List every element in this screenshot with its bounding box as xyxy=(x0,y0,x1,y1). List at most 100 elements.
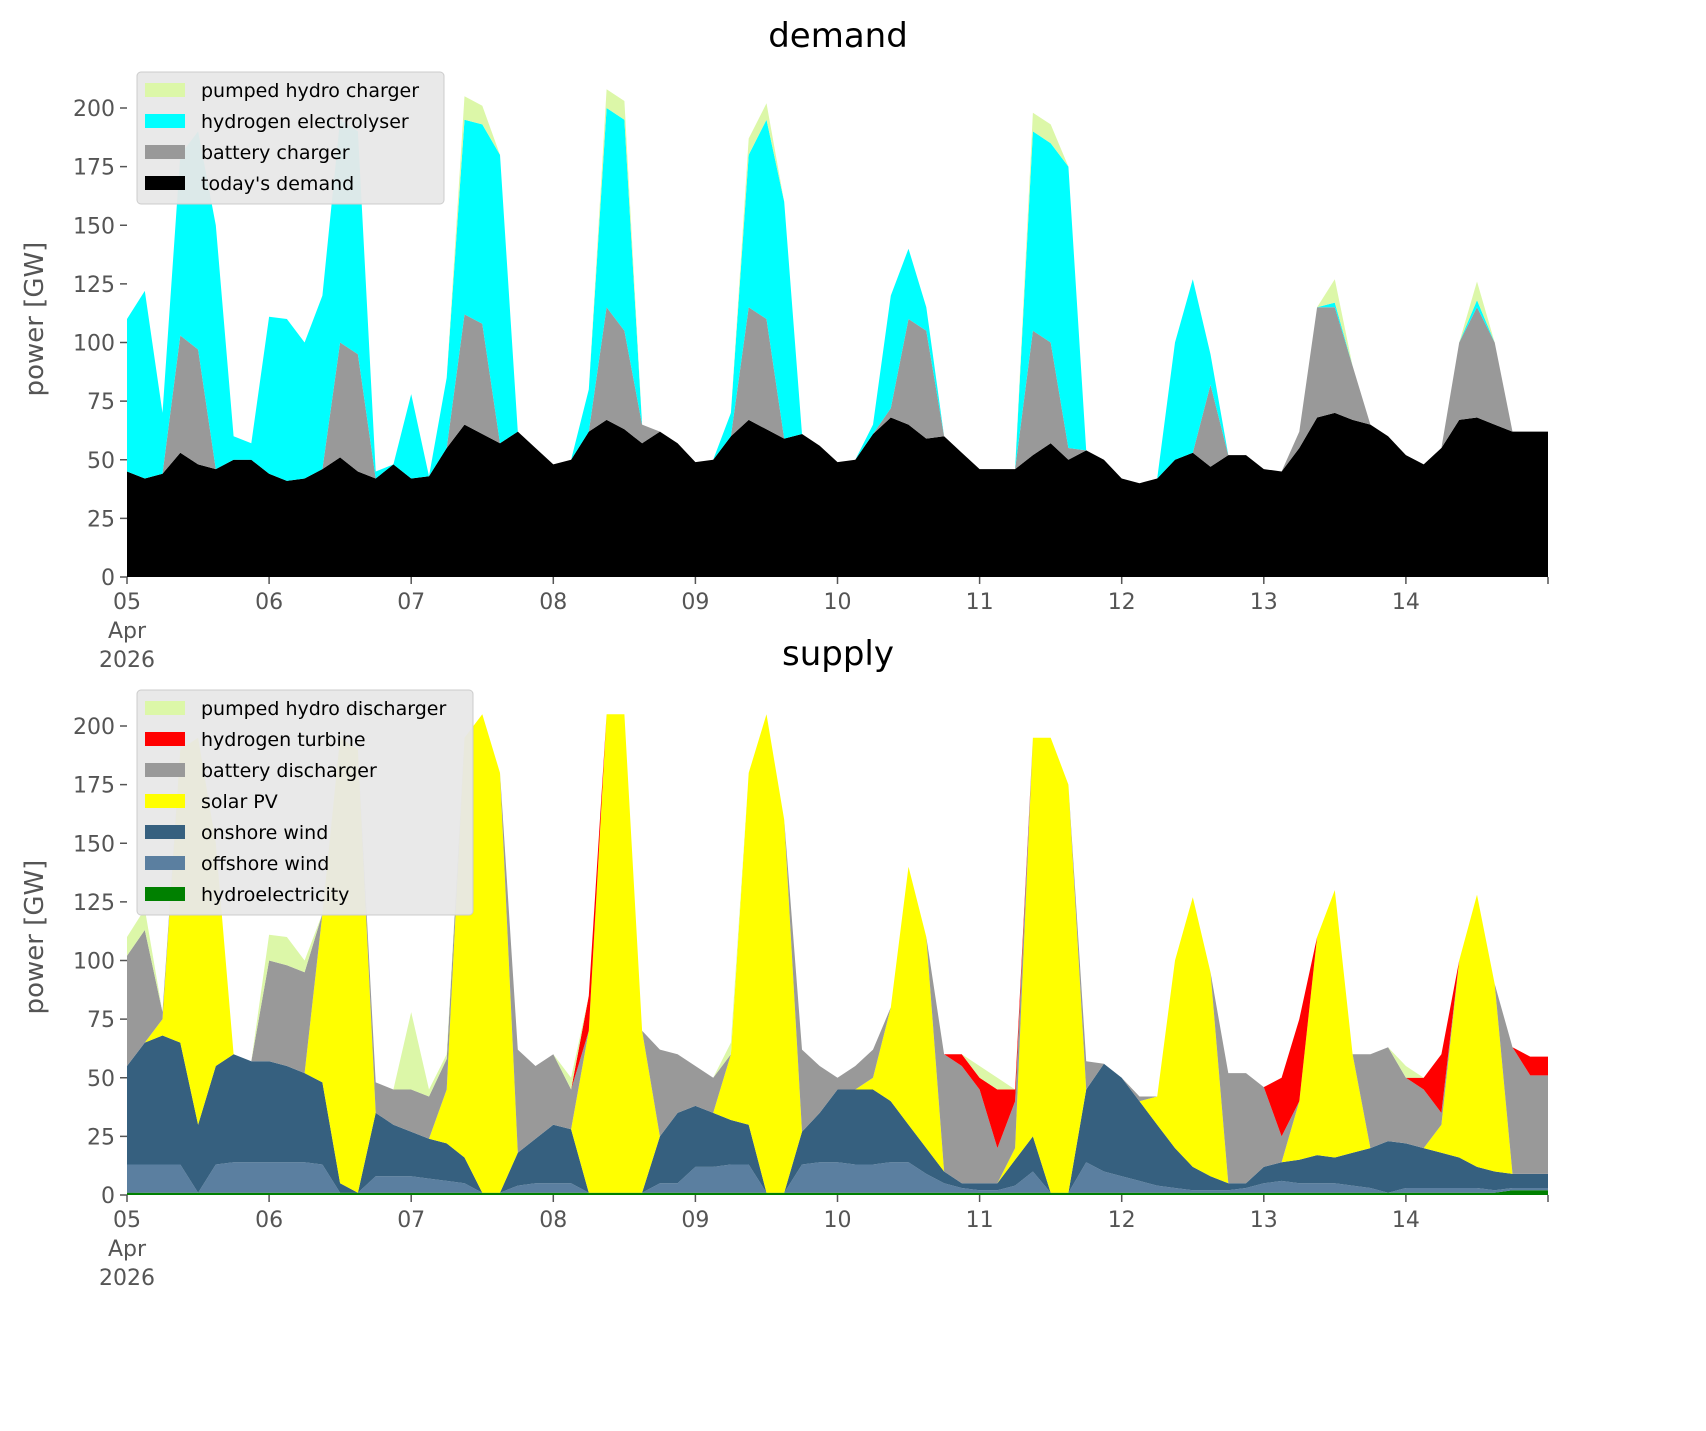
supply-x-tick-label-line: 05 xyxy=(113,1208,141,1233)
demand-legend-label: hydrogen electrolyser xyxy=(201,111,409,133)
demand-y-tick-label: 200 xyxy=(73,97,115,122)
demand-legend-item: pumped hydro charger xyxy=(145,80,419,102)
demand-legend-item: today's demand xyxy=(145,173,354,195)
demand-x-tick-label-line: 11 xyxy=(966,590,994,615)
supply-legend-item: solar PV xyxy=(145,791,278,813)
demand-x-tick-label-line: 05 xyxy=(113,590,141,615)
supply-y-tick-label: 175 xyxy=(73,774,115,799)
supply-x-tick-label-line: 08 xyxy=(539,1208,567,1233)
supply-legend: pumped hydro discharger hydrogen turbine b… xyxy=(136,689,474,916)
demand-legend-swatch xyxy=(145,145,185,159)
demand-x-tick-label: 10 xyxy=(824,590,852,615)
supply-legend-item: pumped hydro discharger xyxy=(145,698,446,720)
supply-legend-swatch xyxy=(145,887,185,901)
supply-y-tick-label: 200 xyxy=(73,715,115,740)
demand-y-tick-label: 25 xyxy=(87,507,115,532)
demand-y-tick-label: 125 xyxy=(73,273,115,298)
demand-x-tick-label-line: 07 xyxy=(397,590,425,615)
demand-y-tick-label: 175 xyxy=(73,156,115,181)
supply-y-tick-label: 125 xyxy=(73,891,115,916)
supply-x-tick-label-line: 10 xyxy=(824,1208,852,1233)
demand-x-tick-label: 09 xyxy=(681,590,709,615)
demand-x-tick-label: 07 xyxy=(397,590,425,615)
supply-legend-label: onshore wind xyxy=(201,822,328,844)
demand-x-tick-label-line: 2026 xyxy=(99,648,155,673)
demand-x-tick-label-line: 08 xyxy=(539,590,567,615)
supply-legend-label: battery discharger xyxy=(201,760,377,782)
demand-x-tick-label: 06 xyxy=(255,590,283,615)
demand-y-tick-label: 100 xyxy=(73,332,115,357)
supply-x-tick-label-line: 13 xyxy=(1250,1208,1278,1233)
demand-areas xyxy=(127,89,1548,577)
demand-x-tick-label: 05 Apr 2026 xyxy=(99,590,155,673)
supply-x-tick-label: 11 xyxy=(966,1208,994,1233)
demand-x-tick-label-line: 14 xyxy=(1392,590,1420,615)
demand-legend-swatch xyxy=(145,176,185,190)
demand-y-tick-label: 0 xyxy=(101,566,115,591)
supply-area-solar-pv xyxy=(127,714,1548,1193)
supply-x-tick-label-line: 11 xyxy=(966,1208,994,1233)
supply-area-offshore-wind xyxy=(127,1162,1548,1193)
demand-area-today-s-demand xyxy=(127,412,1548,577)
supply-x-tick-label: 08 xyxy=(539,1208,567,1233)
demand-x-tick-label-line: 13 xyxy=(1250,590,1278,615)
supply-legend-label: hydroelectricity xyxy=(201,884,349,906)
demand-x-tick-label-line: 10 xyxy=(824,590,852,615)
demand-legend-label: pumped hydro charger xyxy=(201,80,419,102)
supply-x-tick-label-line: 12 xyxy=(1108,1208,1136,1233)
supply-y-tick-label: 25 xyxy=(87,1125,115,1150)
supply-legend-swatch xyxy=(145,794,185,808)
supply-chart: supply power [GW] 0 25 50 75 100 125 150 175 200 05… xyxy=(20,634,1549,1291)
supply-x-tick-label: 06 xyxy=(255,1208,283,1233)
demand-x-tick-label: 14 xyxy=(1392,590,1420,615)
supply-legend-item: onshore wind xyxy=(145,822,328,844)
demand-x-tick-label-line: 09 xyxy=(681,590,709,615)
demand-x-tick-label-line: 12 xyxy=(1108,590,1136,615)
supply-legend-box xyxy=(136,689,474,916)
supply-legend-swatch xyxy=(145,701,185,715)
supply-legend-item: hydrogen turbine xyxy=(145,729,366,751)
supply-legend-label: hydrogen turbine xyxy=(201,729,366,751)
supply-x-tick-label-line: 09 xyxy=(681,1208,709,1233)
supply-legend-label: solar PV xyxy=(201,791,278,813)
supply-legend-swatch xyxy=(145,732,185,746)
demand-legend-item: hydrogen electrolyser xyxy=(145,111,409,133)
demand-x-tick-label: 11 xyxy=(966,590,994,615)
supply-legend-item: battery discharger xyxy=(145,760,377,782)
supply-legend-item: hydroelectricity xyxy=(145,884,349,906)
demand-x-tick-label-line: Apr xyxy=(108,619,147,644)
supply-x-tick-label: 10 xyxy=(824,1208,852,1233)
demand-x-tick-label-line: 06 xyxy=(255,590,283,615)
supply-legend-label: offshore wind xyxy=(201,853,329,875)
supply-y-tick-label: 50 xyxy=(87,1067,115,1092)
demand-chart: demand power [GW] 0 25 50 75 100 125 150 175 200 05… xyxy=(20,16,1549,673)
demand-legend-label: battery charger xyxy=(201,142,350,164)
demand-title: demand xyxy=(768,16,908,56)
supply-x-tick-label-line: Apr xyxy=(108,1237,147,1262)
demand-legend-item: battery charger xyxy=(145,142,350,164)
supply-title: supply xyxy=(782,634,894,674)
demand-y-axis-label: power [GW] xyxy=(20,242,50,397)
supply-area-battery-discharger xyxy=(127,714,1548,1184)
supply-y-tick-label: 150 xyxy=(73,832,115,857)
demand-legend-box xyxy=(136,71,445,205)
demand-y-tick-label: 75 xyxy=(87,390,115,415)
supply-x-tick-label: 12 xyxy=(1108,1208,1136,1233)
supply-areas xyxy=(127,714,1548,1195)
supply-x-tick-label: 07 xyxy=(397,1208,425,1233)
demand-legend-swatch xyxy=(145,114,185,128)
supply-legend-label: pumped hydro discharger xyxy=(201,698,446,720)
demand-x-tick-label: 08 xyxy=(539,590,567,615)
supply-legend-swatch xyxy=(145,763,185,777)
supply-area-onshore-wind xyxy=(127,1035,1548,1193)
supply-legend-item: offshore wind xyxy=(145,853,329,875)
demand-legend: pumped hydro charger hydrogen electrolyse… xyxy=(136,71,445,205)
supply-y-axis-label: power [GW] xyxy=(20,860,50,1015)
supply-y-tick-label: 75 xyxy=(87,1008,115,1033)
supply-x-tick-label: 14 xyxy=(1392,1208,1420,1233)
supply-area-hydroelectricity xyxy=(127,1190,1548,1195)
supply-x-tick-label-line: 07 xyxy=(397,1208,425,1233)
supply-x-tick-label-line: 14 xyxy=(1392,1208,1420,1233)
demand-y-tick-label: 150 xyxy=(73,214,115,239)
